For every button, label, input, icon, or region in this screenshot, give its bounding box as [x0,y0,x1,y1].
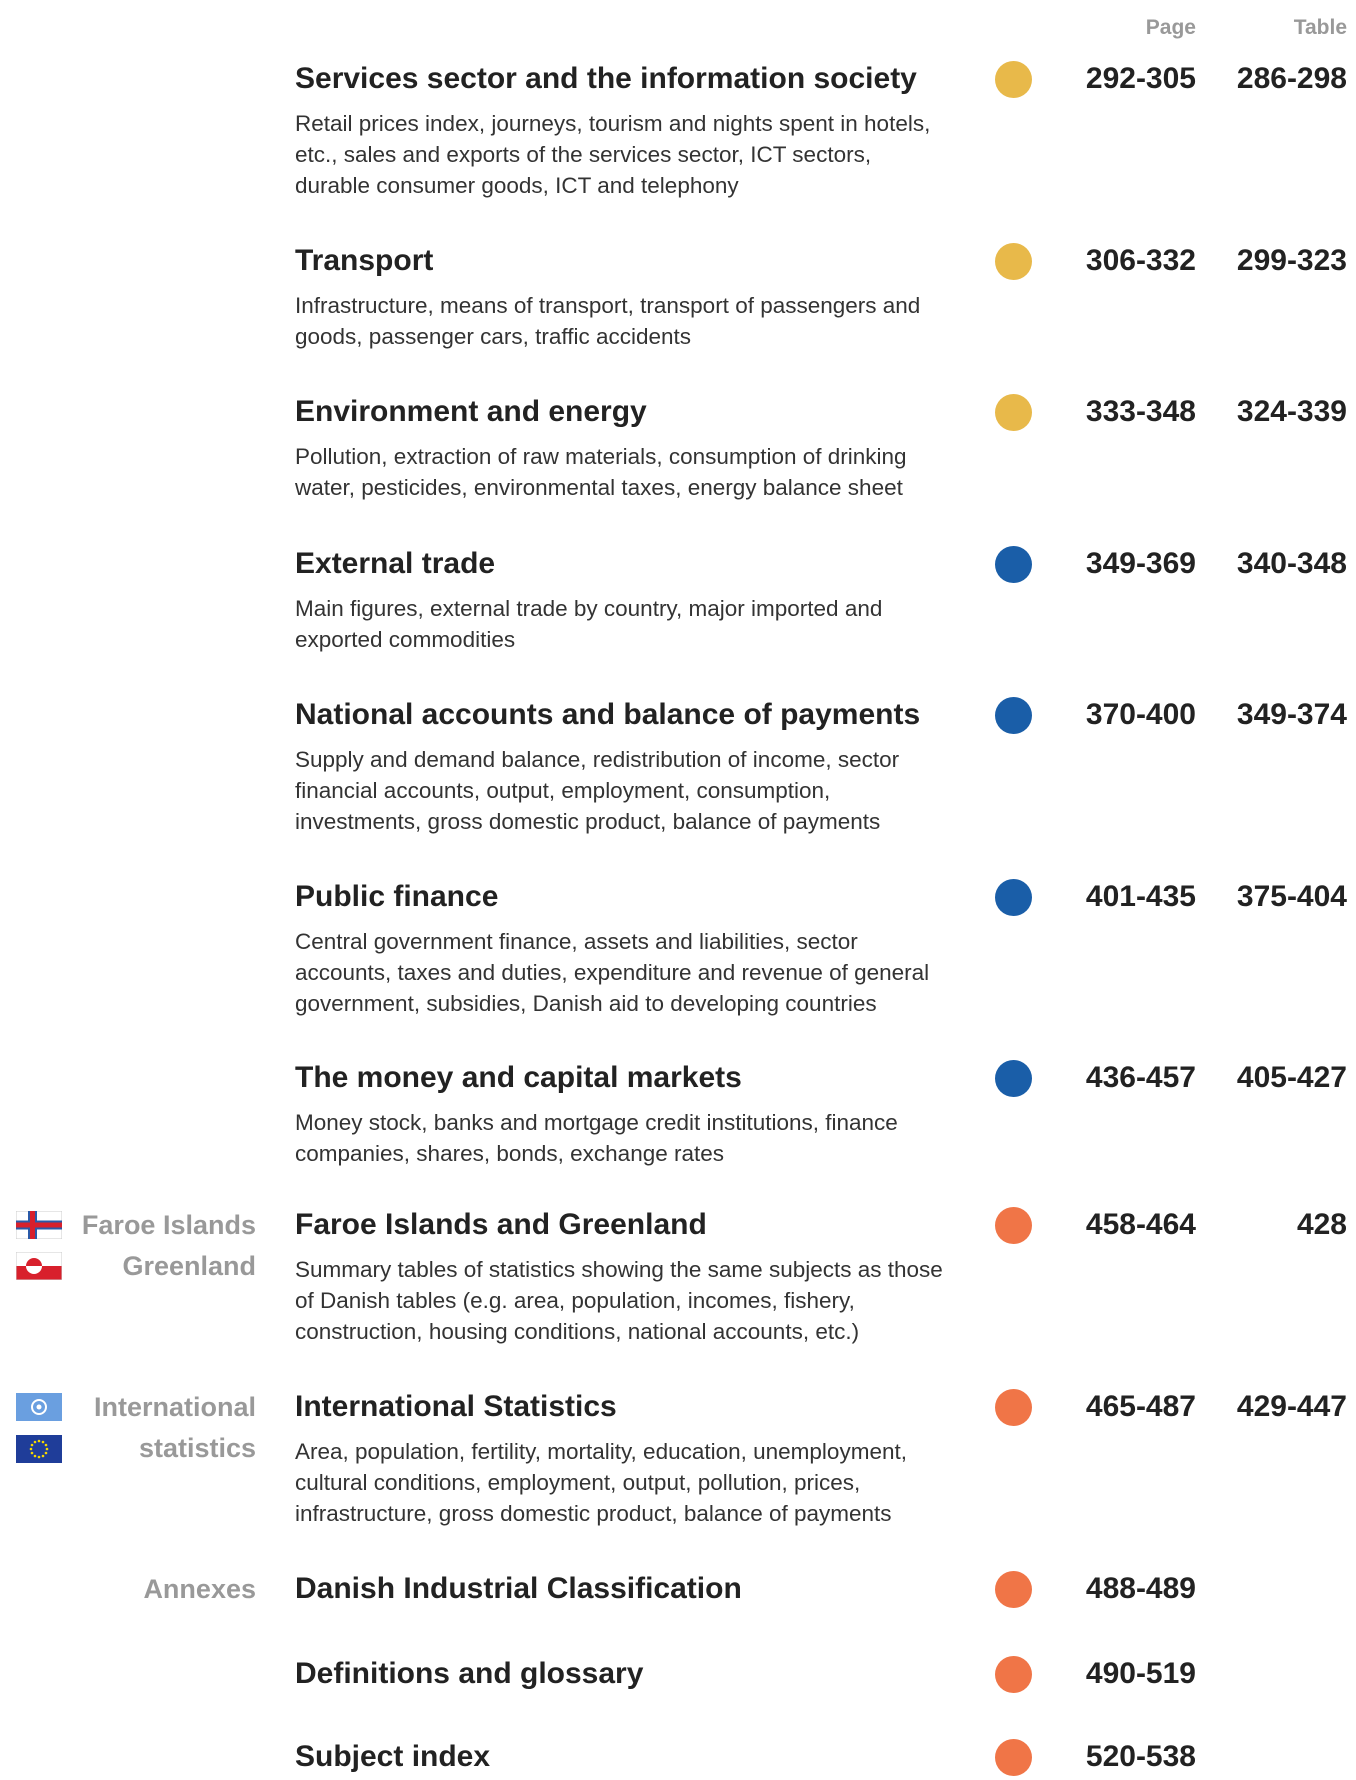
page-range: 401-435 [1085,880,1196,913]
section-description: government, subsidies, Danish aid to dev… [295,991,877,1016]
color-dot [995,1207,1032,1244]
section-description: construction, housing conditions, nation… [295,1319,860,1344]
section-description: Infrastructure, means of transport, tran… [295,293,921,318]
section-description: goods, passenger cars, traffic accidents [295,324,692,349]
color-dot [995,546,1032,583]
section-description: investments, gross domestic product, bal… [295,809,881,834]
table-range: 324-339 [1236,395,1347,428]
table-range: 429-447 [1236,1390,1347,1423]
section-description: of Danish tables (e.g. area, population,… [295,1288,855,1313]
color-dot [995,697,1032,734]
page-range: 490-519 [1085,1657,1196,1690]
color-dot [995,1656,1032,1693]
section-title: National accounts and balance of payment… [295,698,921,731]
table-header: Table [1293,16,1347,39]
table-range: 340-348 [1236,547,1347,580]
section-description: Central government finance, assets and l… [295,929,858,954]
table-range: 299-323 [1236,244,1347,277]
section-description: etc., sales and exports of the services … [295,142,872,167]
un-flag [16,1393,62,1421]
side-label: International [93,1392,256,1422]
color-dot [995,879,1032,916]
section-description: Supply and demand balance, redistributio… [295,747,900,772]
section-description: Main figures, external trade by country,… [295,596,883,621]
color-dot [995,394,1032,431]
section-description: Retail prices index, journeys, tourism a… [295,111,931,136]
table-range: 428 [1296,1208,1347,1241]
side-label: statistics [138,1433,256,1463]
section-title: External trade [295,547,496,580]
section-title: Transport [295,244,434,277]
section-title: The money and capital markets [295,1061,742,1094]
section-title: Definitions and glossary [295,1657,644,1690]
section-description: water, pesticides, environmental taxes, … [295,475,903,500]
eu-flag [16,1435,62,1463]
section-description: companies, shares, bonds, exchange rates [295,1141,725,1166]
side-label: Greenland [122,1251,256,1281]
section-description: Area, population, fertility, mortality, … [295,1439,907,1464]
page-range: 333-348 [1085,395,1196,428]
table-range: 286-298 [1236,62,1347,95]
section-description: Summary tables of statistics showing the… [295,1257,943,1282]
table-range: 375-404 [1236,880,1347,913]
greenland-flag [16,1252,62,1280]
page-range: 458-464 [1085,1208,1196,1241]
section-title: Environment and energy [295,395,647,428]
page-range: 292-305 [1085,62,1196,95]
section-title: Faroe Islands and Greenland [295,1208,707,1241]
section-title: Danish Industrial Classification [295,1572,742,1605]
section-description: Money stock, banks and mortgage credit i… [295,1110,898,1135]
color-dot [995,61,1032,98]
side-label: Annexes [143,1574,256,1604]
section-description: cultural conditions, employment, output,… [295,1470,861,1495]
page-range: 436-457 [1085,1061,1196,1094]
page-header: Page [1145,16,1196,39]
page-range: 488-489 [1085,1572,1196,1605]
page-range: 349-369 [1085,547,1196,580]
color-dot [995,1739,1032,1776]
table-range: 349-374 [1236,698,1347,731]
section-description: exported commodities [295,627,516,652]
section-description: durable consumer goods, ICT and telephon… [295,173,739,198]
section-description: infrastructure, gross domestic product, … [295,1501,892,1526]
page-range: 306-332 [1085,244,1196,277]
section-title: Services sector and the information soci… [295,62,917,95]
section-description: accounts, taxes and duties, expenditure … [295,960,930,985]
section-description: Pollution, extraction of raw materials, … [295,444,907,469]
section-description: financial accounts, output, employment, … [295,778,831,803]
page-range: 465-487 [1085,1390,1196,1423]
color-dot [995,243,1032,280]
color-dot [995,1389,1032,1426]
faroe-flag [16,1211,62,1239]
color-dot [995,1060,1032,1097]
color-dot [995,1571,1032,1608]
section-title: Public finance [295,880,499,913]
page-range: 370-400 [1085,698,1196,731]
section-title: Subject index [295,1740,491,1773]
section-title: International Statistics [295,1390,617,1423]
page-range: 520-538 [1085,1740,1196,1773]
table-range: 405-427 [1236,1061,1347,1094]
side-label: Faroe Islands [81,1210,256,1240]
